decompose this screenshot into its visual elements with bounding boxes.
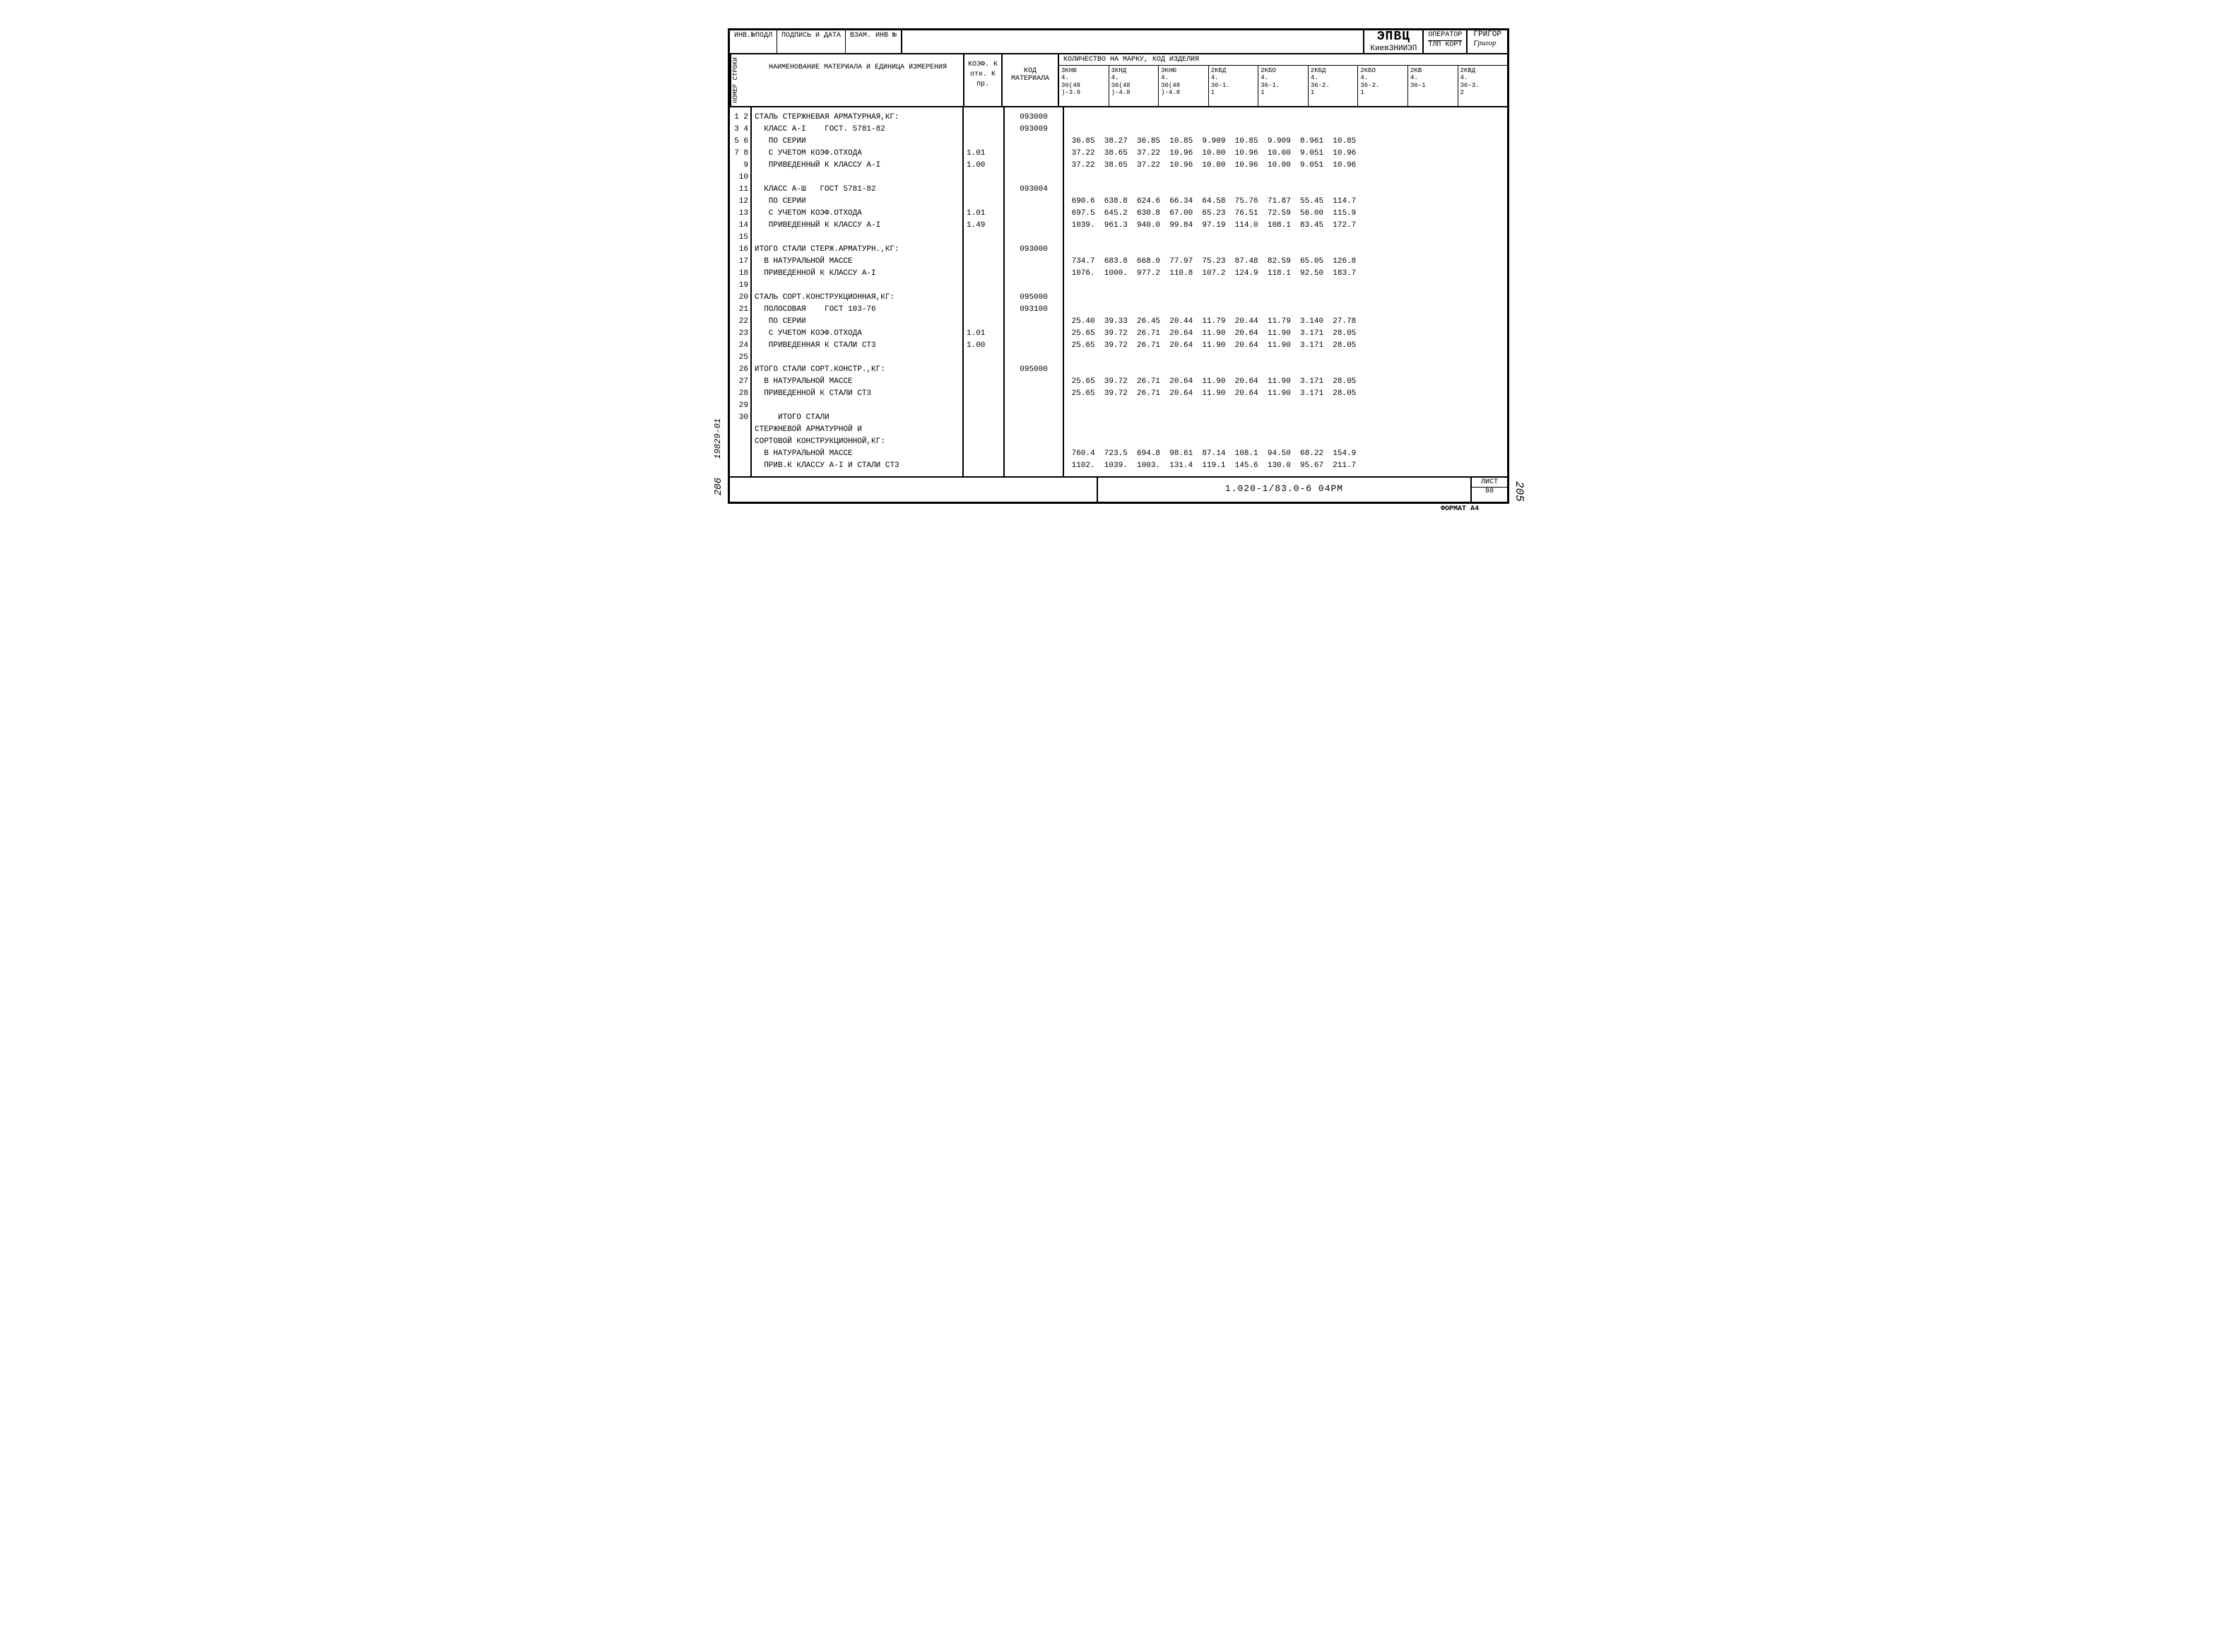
footer-left [730, 478, 1098, 502]
operator-label: ОПЕРАТОР [1428, 30, 1462, 41]
sheet-label: ЛИСТ [1472, 478, 1507, 488]
signature-box: ГРИГОР Григор [1468, 30, 1507, 53]
names-col: СТАЛЬ СТЕРЖНЕВАЯ АРМАТУРНАЯ,КГ: КЛАСС А-… [752, 107, 964, 476]
footer: 1.020-1/83.0-6 04РМ ЛИСТ 80 [730, 476, 1507, 502]
qty-col-header: 3КНЮ 4. 36(48 )-4.8 [1159, 66, 1209, 106]
qty-title: КОЛИЧЕСТВО НА МАРКУ, КОД ИЗДЕЛИЯ [1059, 54, 1507, 66]
sign-date-label: ПОДПИСЬ И ДАТА [777, 30, 846, 53]
org-sub: КиевЗНИИЭП [1370, 45, 1417, 53]
inv-podl-label: ИНВ.№ПОДЛ [730, 30, 777, 53]
name-header: НАИМЕНОВАНИЕ МАТЕРИАЛА И ЕДИНИЦА ИЗМЕРЕН… [752, 54, 964, 106]
sheet-box: ЛИСТ 80 [1472, 478, 1507, 502]
qty-col-header: 2КБД 4. 36-2. 1 [1309, 66, 1359, 106]
rownum-header: НОМЕР СТРОКИ [730, 54, 752, 106]
document-frame: 19829-01 206 205 ФОРМАТ А4 ИНВ.№ПОДЛ ПОД… [728, 28, 1509, 504]
tlp-label: ТЛП КОРТ [1428, 41, 1462, 49]
qty-col-header: 3КНД 4. 36(48 )-4.8 [1109, 66, 1159, 106]
qty-col-header: 2КБД 4. 36-1. 1 [1209, 66, 1259, 106]
format-label: ФОРМАТ А4 [1441, 505, 1479, 513]
code-header: КОД МАТЕРИАЛА [1003, 54, 1059, 106]
qty-col-header: 2КБО 4. 36-1. 1 [1258, 66, 1309, 106]
row-numbers-col: 1 2 3 4 5 6 7 8 9 10 11 12 13 14 15 16 1… [730, 107, 752, 476]
values-col: 36.85 38.27 36.85 10.85 9.909 10.85 9.90… [1064, 107, 1507, 476]
coef-header: КОЭФ. К отк. К пр. [964, 54, 1003, 106]
doc-number: 1.020-1/83.0-6 04РМ [1098, 478, 1472, 502]
org-box: ЭПВЦ КиевЗНИИЭП [1363, 30, 1424, 53]
side-code: 19829-01 [713, 418, 723, 459]
qty-col-header: 2КВ 4. 36-1 [1408, 66, 1458, 106]
operator-name: ГРИГОР [1473, 30, 1501, 39]
sheet-number: 80 [1472, 488, 1507, 495]
table-body: 1 2 3 4 5 6 7 8 9 10 11 12 13 14 15 16 1… [730, 107, 1507, 476]
page-number-side: 205 [1513, 481, 1525, 502]
qty-col-header: 2КБО 4. 36-2. 1 [1358, 66, 1408, 106]
codes-col: 093000 093009 093004 093000 095000 09310… [1005, 107, 1064, 476]
qty-col-header: 3КНЮ 4. 36(48 )-3.9 [1059, 66, 1109, 106]
operator-box: ОПЕРАТОР ТЛП КОРТ [1424, 30, 1468, 53]
operator-signature: Григор [1473, 39, 1501, 47]
side-code-2: 206 [713, 478, 724, 495]
vzam-inv-label: ВЗАМ. ИНВ № [846, 30, 901, 53]
qty-header-group: КОЛИЧЕСТВО НА МАРКУ, КОД ИЗДЕЛИЯ 3КНЮ 4.… [1059, 54, 1507, 106]
column-headers: НОМЕР СТРОКИ НАИМЕНОВАНИЕ МАТЕРИАЛА И ЕД… [730, 54, 1507, 107]
title-block-top: ИНВ.№ПОДЛ ПОДПИСЬ И ДАТА ВЗАМ. ИНВ № ЭПВ… [730, 30, 1507, 54]
qty-col-header: 2КВД 4. 36-3. 2 [1458, 66, 1508, 106]
org-name: ЭПВЦ [1370, 30, 1417, 45]
coefs-col: 1.01 1.00 1.01 1.49 1.01 1.00 [964, 107, 1005, 476]
